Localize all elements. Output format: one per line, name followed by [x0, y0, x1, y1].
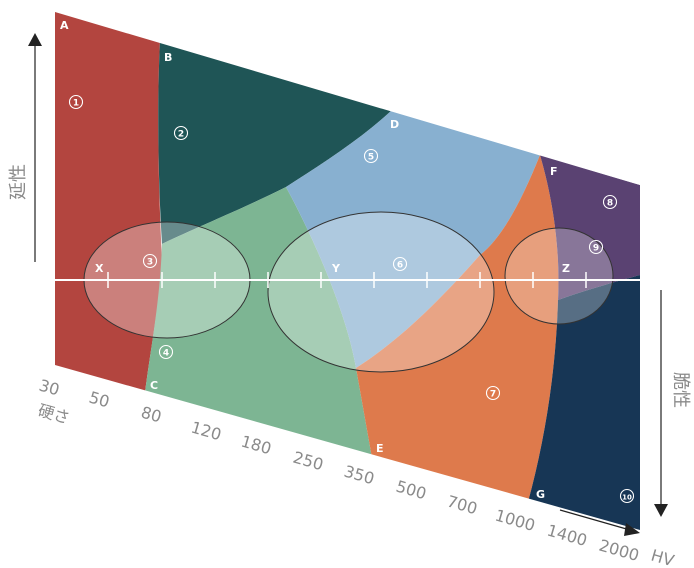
point-g: G — [536, 488, 545, 501]
ellipse-z — [504, 227, 614, 325]
svg-text:7: 7 — [490, 390, 496, 400]
svg-text:9: 9 — [593, 244, 599, 254]
hardness-unit: HV — [649, 546, 676, 568]
region-10 — [528, 275, 640, 530]
hardness-tick: 50 — [87, 388, 112, 412]
svg-text:5: 5 — [368, 153, 374, 163]
hardness-tick: 120 — [189, 418, 224, 445]
point-x: X — [95, 262, 104, 275]
point-b: B — [164, 51, 172, 64]
point-a: A — [60, 19, 69, 32]
region-number-7: 7 — [485, 385, 501, 401]
region-number-1: 1 — [68, 94, 84, 110]
region-number-10: 10 — [619, 488, 635, 504]
point-c: C — [150, 379, 158, 392]
hardness-tick: 250 — [291, 448, 326, 475]
brittleness-arrow — [654, 290, 668, 517]
ductility-arrow — [28, 33, 42, 262]
point-y: Y — [331, 262, 341, 275]
region-number-3: 3 — [142, 253, 158, 269]
svg-text:6: 6 — [397, 261, 403, 271]
hardness-tick: 80 — [139, 403, 164, 427]
point-d: D — [390, 118, 399, 131]
region-numbers: 1 2 3 4 5 6 7 8 9 10 — [68, 94, 635, 504]
hardness-label: 硬さ — [36, 401, 72, 428]
ductility-label: 延性 — [8, 164, 29, 200]
point-z: Z — [562, 262, 570, 275]
hardness-tick: 180 — [239, 432, 274, 459]
region-number-6: 6 — [392, 256, 408, 272]
region-number-8: 8 — [602, 194, 618, 210]
hardness-tick: 1400 — [545, 521, 589, 550]
region-8 — [540, 155, 640, 300]
hardness-tick: 30 — [37, 376, 62, 400]
material-regions — [55, 12, 640, 530]
region-7 — [356, 155, 559, 502]
svg-text:2: 2 — [178, 130, 184, 140]
hardness-tick: 700 — [445, 492, 480, 519]
svg-text:8: 8 — [607, 199, 613, 209]
hardness-tick: 500 — [394, 477, 429, 504]
svg-text:10: 10 — [622, 494, 632, 502]
region-5 — [286, 110, 540, 368]
region-4 — [145, 187, 372, 458]
hardness-axis-arrow — [559, 509, 640, 536]
region-number-2: 2 — [173, 125, 189, 141]
region-number-9: 9 — [588, 239, 604, 255]
reference-ticks — [107, 272, 587, 288]
hardness-tick: 2000 — [597, 536, 641, 565]
point-f: F — [550, 165, 558, 178]
region-number-5: 5 — [363, 148, 379, 164]
hardness-tick: 1000 — [493, 506, 537, 535]
svg-text:3: 3 — [147, 258, 153, 268]
svg-text:1: 1 — [73, 99, 79, 109]
point-labels: A B C D E F G X Y Z — [60, 19, 570, 501]
region-number-4: 4 — [158, 344, 174, 360]
ellipse-y — [267, 211, 495, 373]
svg-text:4: 4 — [163, 349, 169, 359]
region-2 — [158, 41, 392, 244]
brittleness-label: 脆性 — [670, 372, 691, 408]
point-e: E — [376, 442, 384, 455]
hardness-tick: 350 — [342, 462, 377, 489]
